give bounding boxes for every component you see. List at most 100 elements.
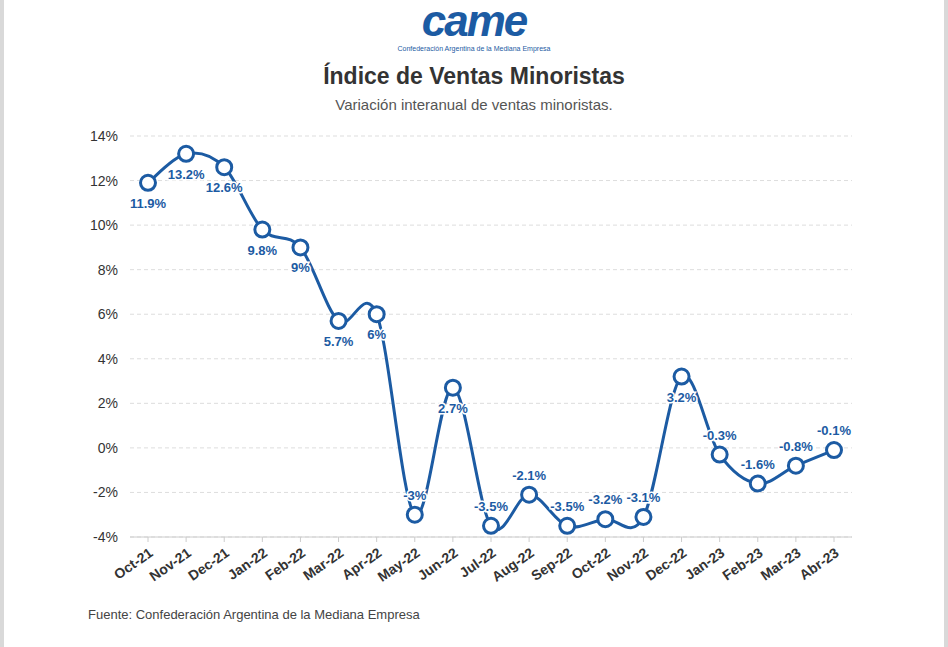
x-tick (567, 537, 568, 542)
logo: came (422, 0, 528, 45)
x-tick-label: May-22 (374, 544, 422, 584)
y-axis: -4% -2% 0% 2% 4% 6% 8% 10% 12% 14% (90, 128, 852, 545)
marker (827, 443, 842, 458)
x-tick-label: Mar-22 (300, 544, 346, 583)
data-label: -3.5% (550, 499, 584, 514)
x-axis: Oct-21Nov-21Dec-21Jan-22Feb-22Mar-22Apr-… (111, 537, 842, 585)
grid-line (130, 447, 852, 448)
left-border (0, 0, 4, 647)
marker (484, 518, 499, 533)
data-label: -3.1% (626, 490, 660, 505)
x-tick (681, 537, 682, 542)
y-tick-label: 14% (90, 128, 118, 144)
marker (636, 509, 651, 524)
marker (750, 476, 765, 491)
data-label: 2.7% (438, 401, 468, 416)
grid-line (130, 136, 852, 137)
x-tick-label: Nov-22 (604, 544, 652, 584)
x-tick (605, 537, 606, 542)
x-tick (834, 537, 835, 542)
data-label: 11.9% (130, 196, 167, 211)
line (148, 153, 834, 530)
marker (560, 518, 575, 533)
x-tick-label: Nov-21 (146, 544, 194, 584)
grid-line (130, 314, 852, 315)
data-label: -0.1% (817, 423, 851, 438)
data-label: -0.3% (703, 428, 737, 443)
grid-line (130, 492, 852, 493)
logo-caption: Confederación Argentina de la Mediana Em… (398, 45, 551, 53)
data-label: -3.2% (588, 492, 622, 507)
y-tick-label: 2% (98, 395, 118, 411)
data-label: 13.2% (168, 167, 205, 182)
marker (331, 313, 346, 328)
data-label: -2.1% (512, 468, 546, 483)
y-tick-label: 12% (90, 173, 118, 189)
x-tick (529, 537, 530, 542)
x-tick-label: Dec-21 (185, 544, 232, 584)
x-tick (719, 537, 720, 542)
marker (369, 307, 384, 322)
marker (598, 512, 613, 527)
x-tick-label: Jun-22 (414, 544, 460, 583)
chart-svg: cameConfederación Argentina de la Median… (0, 0, 948, 647)
marker (522, 487, 537, 502)
subtitle: Variación interanual de ventas minorista… (335, 96, 612, 113)
marker (141, 175, 156, 190)
data-label: 9.8% (248, 243, 278, 258)
data-label: -1.6% (741, 457, 775, 472)
marker (407, 507, 422, 522)
marker (788, 458, 803, 473)
title: Índice de Ventas Minoristas (323, 62, 625, 89)
grid-line (130, 403, 852, 404)
grid-line (130, 358, 852, 359)
x-tick (491, 537, 492, 542)
x-tick (262, 537, 263, 542)
x-tick (376, 537, 377, 542)
data-labels: 11.9%13.2%12.6%9.8%9%5.7%6%-3%2.7%-3.5%-… (130, 167, 851, 514)
chart-container: cameConfederación Argentina de la Median… (0, 0, 948, 647)
data-label: 6% (367, 327, 386, 342)
x-tick-label: Feb-23 (719, 544, 765, 583)
x-tick-label: Feb-22 (262, 544, 308, 583)
y-tick-label: -4% (93, 529, 118, 545)
marker (445, 380, 460, 395)
right-border (944, 0, 948, 647)
x-tick-label: Dec-22 (642, 544, 689, 584)
x-tick (148, 537, 149, 542)
x-tick-label: Jan-23 (682, 544, 728, 583)
x-tick-label: Aug-22 (489, 544, 537, 584)
x-tick-label: Jan-22 (225, 544, 271, 583)
data-label: 3.2% (667, 390, 697, 405)
x-tick-label: Abr-23 (796, 544, 842, 583)
data-label: -3% (403, 488, 427, 503)
marker (217, 160, 232, 175)
data-label: 5.7% (324, 334, 354, 349)
x-tick (186, 537, 187, 542)
y-tick-label: 10% (90, 217, 118, 233)
x-tick (300, 537, 301, 542)
marker (255, 222, 270, 237)
x-tick (795, 537, 796, 542)
data-label: -0.8% (779, 439, 813, 454)
y-tick-label: 0% (98, 440, 118, 456)
x-tick (338, 537, 339, 542)
x-tick (414, 537, 415, 542)
grid-line (130, 269, 852, 270)
data-label: 9% (291, 260, 310, 275)
data-label: -3.5% (474, 499, 508, 514)
y-tick-label: 4% (98, 351, 118, 367)
x-tick (757, 537, 758, 542)
x-tick (643, 537, 644, 542)
y-tick-label: 6% (98, 306, 118, 322)
data-label: 12.6% (206, 180, 243, 195)
x-tick-label: Sep-22 (528, 544, 575, 584)
x-tick-label: Mar-23 (757, 544, 803, 583)
x-tick (224, 537, 225, 542)
y-tick-label: -2% (93, 484, 118, 500)
marker (674, 369, 689, 384)
marker (293, 240, 308, 255)
source: Fuente: Confederación Argentina de la Me… (88, 607, 420, 622)
y-tick-label: 8% (98, 262, 118, 278)
marker (179, 146, 194, 161)
